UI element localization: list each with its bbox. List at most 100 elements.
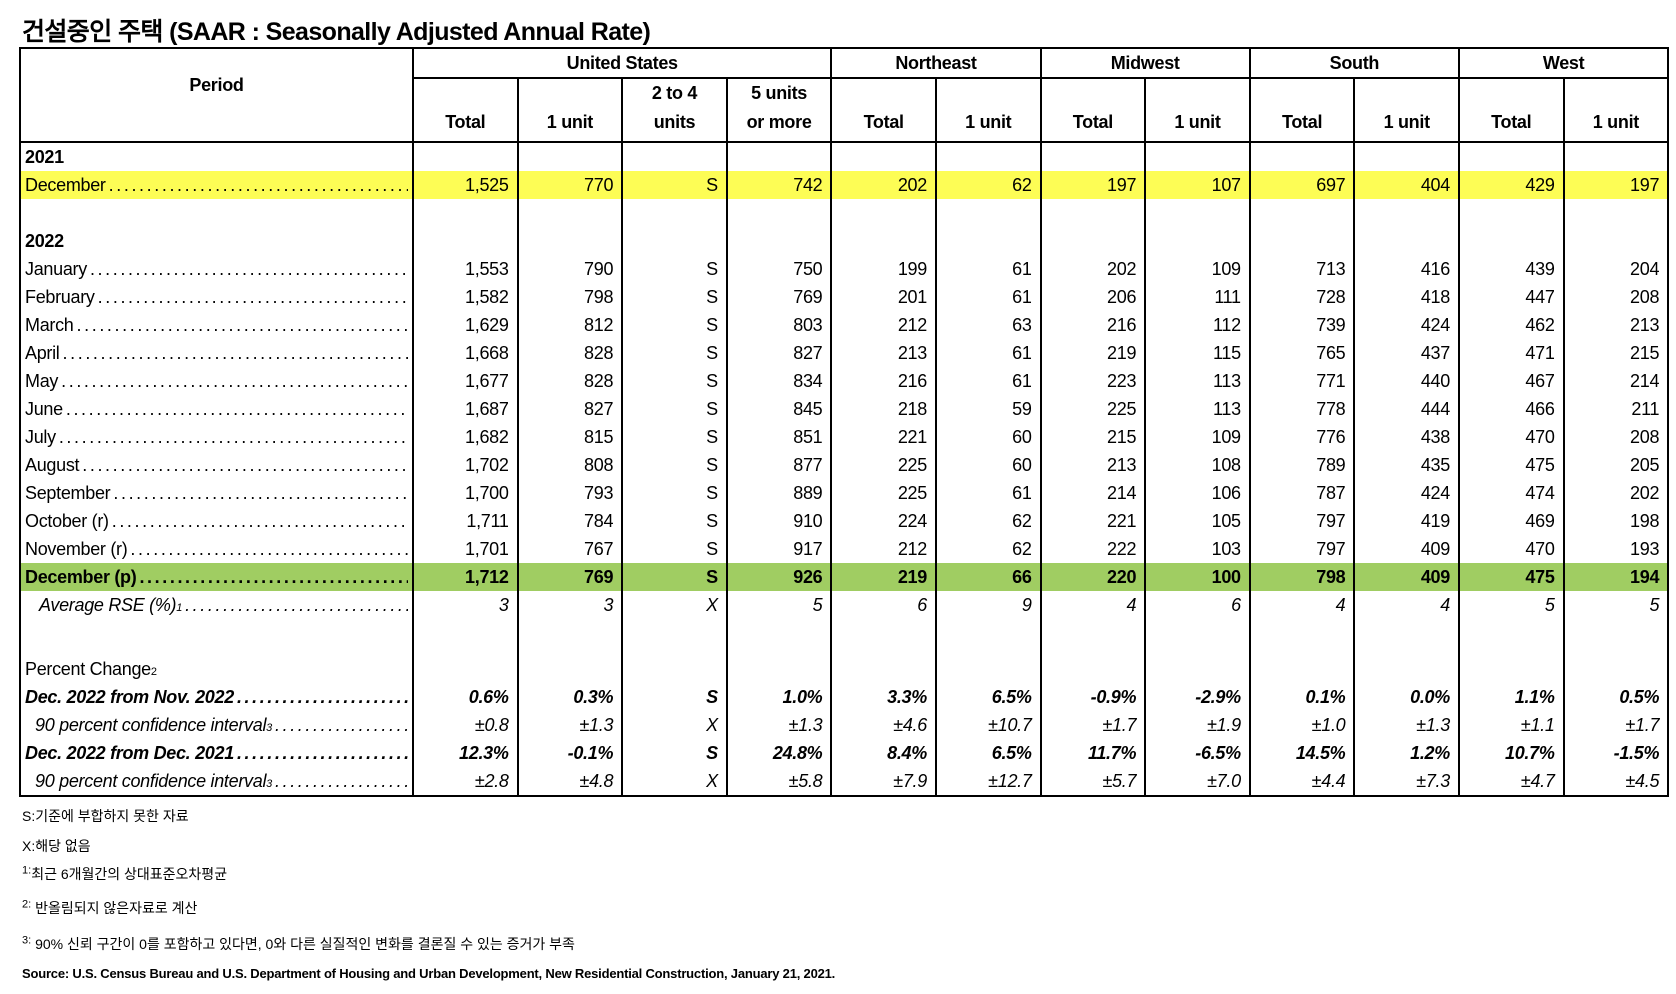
value-cell: 471 — [1457, 339, 1564, 367]
value-cell: 1,702 — [412, 451, 518, 479]
value-cell: 0.6% — [412, 683, 518, 711]
period-cell: February — [20, 283, 413, 311]
column-header-line1 — [1464, 79, 1559, 108]
value-cell: 113 — [1144, 367, 1250, 395]
value-cell: 750 — [725, 255, 832, 283]
period-label: February — [25, 286, 95, 307]
period-label: July — [25, 426, 56, 447]
period-cell: May — [20, 367, 413, 395]
value-cell: 106 — [1144, 479, 1250, 507]
value-cell: 815 — [516, 423, 623, 451]
period-cell: March — [20, 311, 413, 339]
period-label-wrap: Dec. 2022 from Nov. 2022 — [25, 687, 408, 708]
dot-leader — [77, 315, 408, 336]
dot-leader — [98, 287, 408, 308]
table-row: Dec. 2022 from Dec. 2021 12.3%-0.1%S24.8%… — [20, 739, 1669, 767]
value-cell: 834 — [725, 367, 832, 395]
value-cell — [621, 142, 727, 171]
value-cell: 409 — [1353, 563, 1459, 591]
period-label-wrap: February — [25, 287, 408, 308]
column-header-line1 — [1046, 79, 1141, 108]
value-cell: 0.1% — [1248, 683, 1355, 711]
value-cell: X — [621, 767, 727, 796]
period-label: Percent Change — [25, 658, 151, 679]
value-cell — [621, 655, 727, 683]
value-cell — [934, 199, 1041, 227]
value-cell: 221 — [830, 423, 936, 451]
value-cell: ±7.9 — [830, 767, 936, 796]
value-cell: 475 — [1457, 451, 1564, 479]
period-label-wrap: July — [25, 427, 408, 448]
value-cell: 765 — [1248, 339, 1355, 367]
value-cell: 798 — [516, 283, 623, 311]
column-header-line2: Total — [1491, 112, 1532, 132]
value-cell: ±4.8 — [516, 767, 623, 796]
dot-leader — [185, 595, 408, 616]
value-cell: 204 — [1562, 255, 1669, 283]
footnote-text: X:해당 없음 — [22, 838, 91, 854]
table-row: September 1,700793S8892256121410678742447… — [20, 479, 1669, 507]
value-cell — [1353, 227, 1459, 255]
value-cell: 416 — [1353, 255, 1459, 283]
value-cell: 218 — [830, 395, 936, 423]
column-header-line2: Total — [445, 112, 486, 132]
value-cell — [830, 199, 936, 227]
value-cell — [1248, 655, 1355, 683]
value-cell: 910 — [725, 507, 832, 535]
value-cell: 8.4% — [830, 739, 936, 767]
value-cell: 4 — [1039, 591, 1146, 619]
page-title: 건설중인 주택 (SAAR : Seasonally Adjusted Annu… — [22, 18, 651, 46]
period-label-wrap: November (r) — [25, 539, 408, 560]
value-cell: 66 — [934, 563, 1041, 591]
value-cell: 3.3% — [830, 683, 936, 711]
column-header: 5 units or more — [725, 78, 832, 142]
value-cell: 797 — [1248, 507, 1355, 535]
value-cell: 223 — [1039, 367, 1146, 395]
value-cell: ±7.0 — [1144, 767, 1250, 796]
period-label-wrap: December — [25, 175, 408, 196]
value-cell — [725, 619, 832, 655]
period-label-wrap: September — [25, 483, 408, 504]
value-cell: 778 — [1248, 395, 1355, 423]
column-header-line1 — [1255, 79, 1350, 108]
value-cell: 447 — [1457, 283, 1564, 311]
value-cell: 107 — [1144, 171, 1250, 199]
value-cell — [725, 142, 832, 171]
value-cell: ±5.7 — [1039, 767, 1146, 796]
value-cell: 776 — [1248, 423, 1355, 451]
footnote-text: 최근 6개월간의 상대표준오차평균 — [31, 866, 228, 882]
value-cell: 739 — [1248, 311, 1355, 339]
period-cell: August — [20, 451, 413, 479]
value-cell: 115 — [1144, 339, 1250, 367]
value-cell: 216 — [830, 367, 936, 395]
value-cell: 202 — [1562, 479, 1669, 507]
column-header-line1 — [1569, 79, 1664, 108]
value-cell: ±1.0 — [1248, 711, 1355, 739]
value-cell: 62 — [934, 171, 1041, 199]
value-cell: 469 — [1457, 507, 1564, 535]
value-cell: S — [621, 535, 727, 563]
value-cell — [412, 199, 518, 227]
value-cell: ±4.7 — [1457, 767, 1564, 796]
period-label: October (r) — [25, 510, 109, 531]
value-cell: S — [621, 739, 727, 767]
value-cell: 216 — [1039, 311, 1146, 339]
value-cell: 60 — [934, 423, 1041, 451]
column-header-line2: Total — [1072, 112, 1113, 132]
footnote: X:해당 없음 — [22, 836, 91, 856]
value-cell: 404 — [1353, 171, 1459, 199]
footnote-mark: 2: — [22, 898, 32, 911]
period-label-wrap: December (p) — [25, 567, 408, 588]
value-cell: ±1.9 — [1144, 711, 1250, 739]
column-header-line2: 1 unit — [1383, 112, 1431, 132]
value-cell: 1,701 — [412, 535, 518, 563]
value-cell: 769 — [516, 563, 623, 591]
value-cell — [1457, 142, 1564, 171]
dot-leader — [90, 259, 408, 280]
value-cell: 1,553 — [412, 255, 518, 283]
value-cell: 202 — [1039, 255, 1146, 283]
value-cell: X — [621, 591, 727, 619]
